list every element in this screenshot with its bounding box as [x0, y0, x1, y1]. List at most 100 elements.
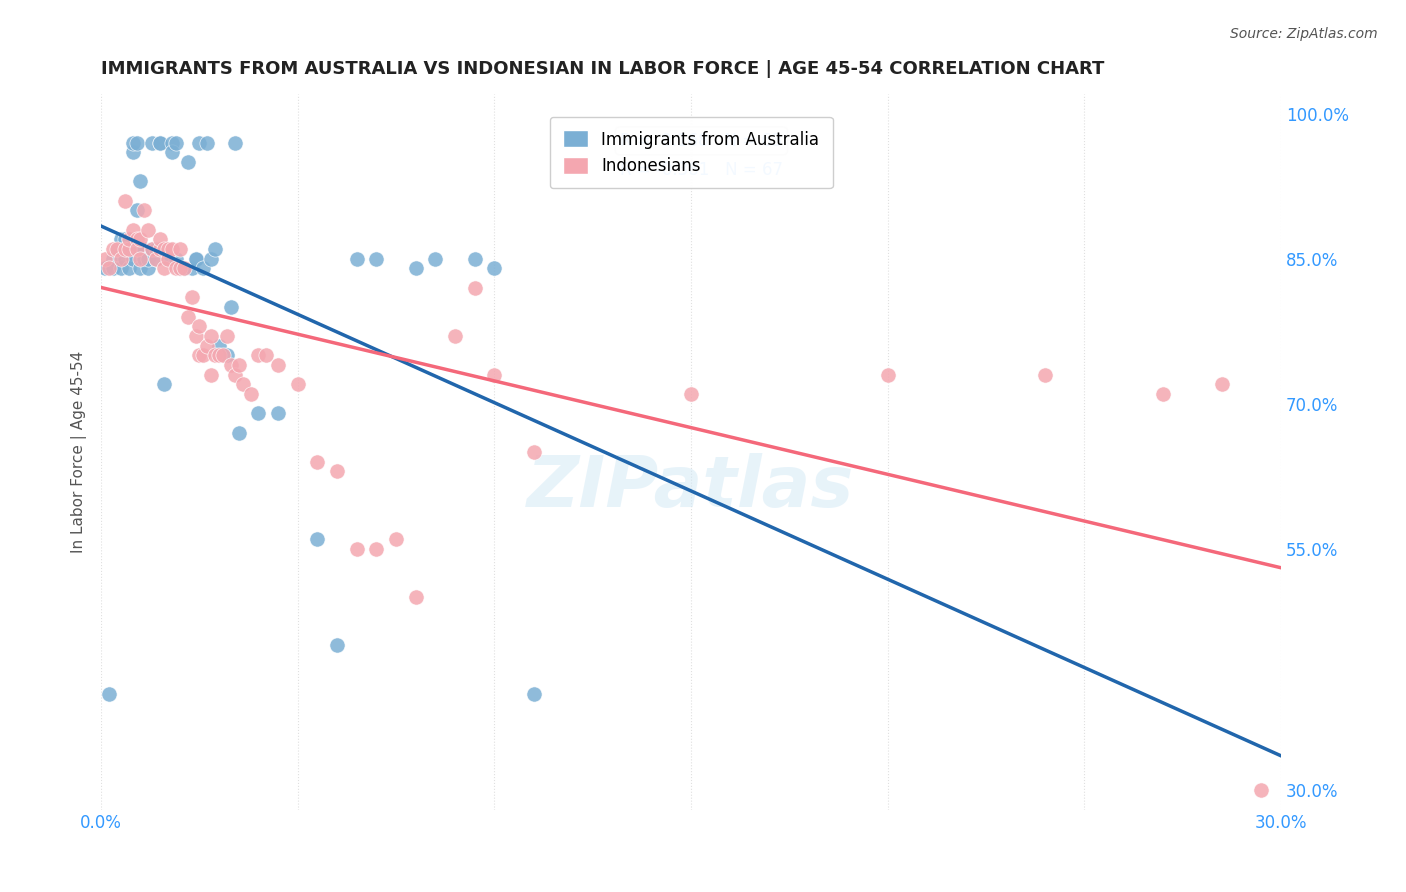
Point — [464, 281, 486, 295]
Point — [134, 252, 156, 266]
Point — [160, 136, 183, 150]
Point — [114, 232, 136, 246]
Point — [195, 136, 218, 150]
Point — [267, 358, 290, 372]
Point — [1250, 783, 1272, 797]
Point — [232, 377, 254, 392]
Point — [94, 261, 117, 276]
Point — [484, 261, 506, 276]
Point — [188, 348, 211, 362]
Point — [98, 261, 121, 276]
Point — [153, 261, 176, 276]
Point — [184, 252, 207, 266]
Point — [114, 194, 136, 208]
Point — [346, 541, 368, 556]
Text: IMMIGRANTS FROM AUSTRALIA VS INDONESIAN IN LABOR FORCE | AGE 45-54 CORRELATION C: IMMIGRANTS FROM AUSTRALIA VS INDONESIAN … — [101, 60, 1105, 78]
Point — [224, 368, 246, 382]
Point — [136, 223, 159, 237]
Point — [118, 232, 141, 246]
Point — [212, 348, 235, 362]
Point — [141, 136, 163, 150]
Point — [176, 155, 198, 169]
Point — [195, 339, 218, 353]
Point — [110, 232, 132, 246]
Point — [156, 252, 179, 266]
Point — [287, 377, 309, 392]
Point — [145, 252, 167, 266]
Point — [169, 261, 191, 276]
Point — [444, 329, 467, 343]
Point — [173, 261, 195, 276]
Point — [145, 242, 167, 256]
Point — [114, 242, 136, 256]
Point — [366, 541, 388, 556]
Point — [125, 136, 148, 150]
Point — [405, 590, 427, 604]
Point — [121, 136, 143, 150]
Point — [149, 136, 172, 150]
Point — [110, 252, 132, 266]
Point — [136, 252, 159, 266]
Point — [145, 252, 167, 266]
Point — [679, 387, 702, 401]
Point — [228, 358, 250, 372]
Text: R =  0.168   N = 63: R = 0.168 N = 63 — [620, 132, 783, 150]
Point — [254, 348, 277, 362]
Point — [193, 261, 215, 276]
Point — [169, 242, 191, 256]
Point — [94, 252, 117, 266]
Point — [149, 242, 172, 256]
Point — [160, 242, 183, 256]
Point — [193, 348, 215, 362]
Point — [165, 136, 187, 150]
Point — [208, 339, 231, 353]
Point — [121, 223, 143, 237]
Point — [228, 425, 250, 440]
Point — [125, 203, 148, 218]
Point — [149, 232, 172, 246]
Text: R = -0.381   N = 67: R = -0.381 N = 67 — [620, 161, 783, 178]
Point — [129, 232, 152, 246]
Point — [125, 232, 148, 246]
Point — [307, 455, 329, 469]
Point — [425, 252, 447, 266]
Point — [346, 252, 368, 266]
Point — [876, 368, 898, 382]
Point — [114, 252, 136, 266]
Point — [484, 368, 506, 382]
Point — [101, 261, 124, 276]
Point — [180, 261, 202, 276]
Point — [121, 252, 143, 266]
Point — [101, 242, 124, 256]
Point — [405, 261, 427, 276]
Point — [219, 358, 242, 372]
Point — [204, 242, 226, 256]
Point — [118, 242, 141, 256]
Point — [121, 145, 143, 160]
Point — [153, 377, 176, 392]
Point — [114, 242, 136, 256]
Point — [156, 242, 179, 256]
Point — [385, 532, 408, 546]
Point — [326, 464, 349, 478]
Point — [136, 261, 159, 276]
Point — [169, 261, 191, 276]
Point — [200, 252, 222, 266]
Point — [165, 261, 187, 276]
Point — [366, 252, 388, 266]
Point — [134, 242, 156, 256]
Point — [184, 252, 207, 266]
Point — [101, 252, 124, 266]
Point — [129, 174, 152, 188]
Point — [110, 261, 132, 276]
Point — [1033, 368, 1056, 382]
Point — [118, 261, 141, 276]
Point — [160, 145, 183, 160]
Point — [219, 300, 242, 314]
Point — [215, 348, 238, 362]
Point — [200, 368, 222, 382]
Point — [247, 348, 270, 362]
Point — [153, 242, 176, 256]
Point — [188, 136, 211, 150]
Point — [184, 329, 207, 343]
